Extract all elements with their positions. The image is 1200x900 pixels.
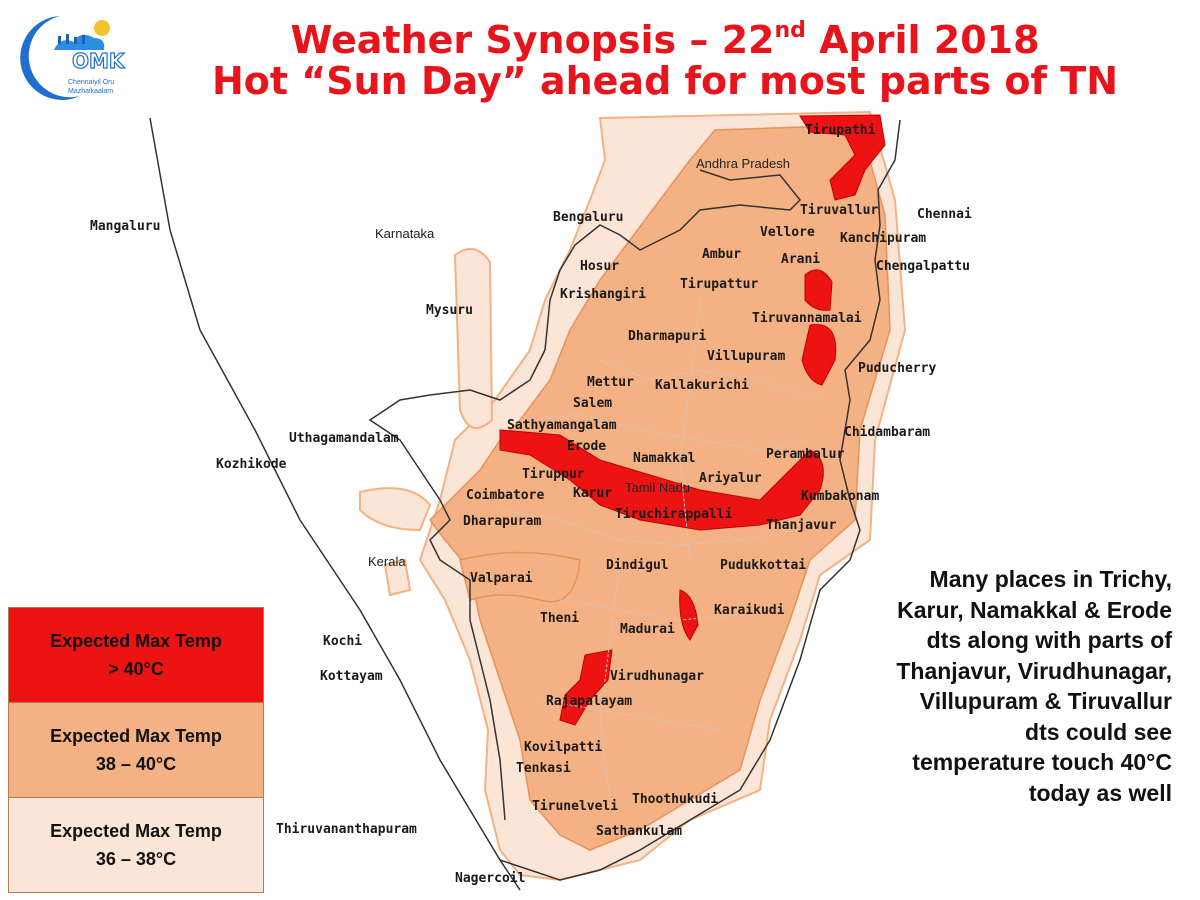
logo-text: OMK	[72, 49, 126, 73]
city-label-dharapuram: Dharapuram	[463, 514, 541, 529]
city-label-thiruvananthapuram: Thiruvananthapuram	[276, 822, 417, 837]
city-label-dindigul: Dindigul	[606, 558, 669, 573]
city-label-pudukkottai: Pudukkottai	[720, 558, 806, 573]
city-label-chidambaram: Chidambaram	[844, 425, 930, 440]
forecast-note: Many places in Trichy, Karur, Namakkal &…	[896, 566, 1172, 806]
city-label-hosur: Hosur	[580, 259, 619, 274]
city-label-rajapalayam: Rajapalayam	[546, 694, 632, 709]
city-label-puducherry: Puducherry	[858, 361, 936, 376]
city-label-sathyamangalam: Sathyamangalam	[507, 418, 617, 433]
city-label-kanchipuram: Kanchipuram	[840, 231, 926, 246]
city-label-vellore: Vellore	[760, 225, 815, 240]
city-label-perambalur: Perambalur	[766, 447, 844, 462]
city-label-coimbatore: Coimbatore	[466, 488, 544, 503]
city-label-tiruvannamalai: Tiruvannamalai	[752, 311, 862, 326]
svg-text:Mazhaikaalam: Mazhaikaalam	[68, 88, 113, 95]
region-label-andhra: Andhra Pradesh	[696, 156, 790, 171]
city-label-valparai: Valparai	[470, 571, 533, 586]
city-labels: Tirupathi Chennai Tiruvallur Kanchipuram…	[90, 123, 972, 886]
city-label-tiruppur: Tiruppur	[522, 467, 585, 482]
city-label-chengalpattu: Chengalpattu	[876, 259, 970, 274]
title-line-2: Hot “Sun Day” ahead for most parts of TN	[211, 59, 1119, 103]
city-label-tiruvallur: Tiruvallur	[800, 203, 878, 218]
city-label-chennai: Chennai	[917, 207, 972, 222]
city-label-nagercoil: Nagercoil	[455, 871, 525, 886]
omk-logo: OMK Chennaiyil Oru Mazhaikaalam	[20, 16, 126, 100]
city-label-kottayam: Kottayam	[320, 669, 383, 684]
title-line-1: Weather Synopsis – 22nd April 2018	[290, 18, 1040, 62]
city-label-tirunelveli: Tirunelveli	[532, 799, 618, 814]
city-label-salem: Salem	[573, 396, 612, 411]
city-label-kallakurichi: Kallakurichi	[655, 378, 749, 393]
city-label-dharmapuri: Dharmapuri	[628, 329, 706, 344]
city-label-tenkasi: Tenkasi	[516, 761, 571, 776]
city-label-kozhikode: Kozhikode	[216, 457, 287, 472]
region-label-kerala: Kerala	[368, 554, 406, 569]
state-boundaries	[149, 117, 901, 891]
svg-text:Chennaiyil Oru: Chennaiyil Oru	[68, 79, 114, 86]
city-label-erode: Erode	[567, 439, 606, 454]
city-label-villupuram: Villupuram	[707, 349, 785, 364]
city-label-mysuru: Mysuru	[426, 303, 473, 318]
city-label-krishangiri: Krishangiri	[560, 287, 646, 302]
sun-icon	[94, 20, 110, 36]
region-label-karnataka: Karnataka	[375, 226, 435, 241]
city-label-karur: Karur	[573, 486, 612, 501]
city-label-madurai: Madurai	[620, 622, 675, 637]
city-label-bengaluru: Bengaluru	[553, 210, 623, 225]
city-label-kochi: Kochi	[323, 634, 362, 649]
city-label-sathankulam: Sathankulam	[596, 824, 682, 839]
district-boundaries	[499, 299, 821, 801]
city-label-kumbakonam: Kumbakonam	[801, 489, 879, 504]
city-label-theni: Theni	[540, 611, 579, 626]
legend-item-38-40: Expected Max Temp 38 – 40°C	[9, 702, 263, 797]
legend-item-36-38: Expected Max Temp 36 – 38°C	[9, 797, 263, 892]
city-label-arani: Arani	[781, 252, 820, 267]
legend-item-above-40: Expected Max Temp > 40°C	[9, 608, 263, 702]
city-label-namakkal: Namakkal	[633, 451, 696, 466]
legend: Expected Max Temp > 40°C Expected Max Tem…	[8, 607, 264, 893]
city-label-tirupathi: Tirupathi	[805, 123, 876, 138]
city-label-tirupattur: Tirupattur	[680, 277, 758, 292]
city-label-ariyalur: Ariyalur	[699, 471, 762, 486]
city-label-tiruchirappalli: Tiruchirappalli	[615, 507, 733, 522]
city-label-karaikudi: Karaikudi	[714, 603, 785, 618]
city-label-kovilpatti: Kovilpatti	[524, 740, 602, 755]
city-label-mettur: Mettur	[587, 375, 634, 390]
city-label-virudhunagar: Virudhunagar	[610, 669, 704, 684]
zone-above-40	[499, 114, 886, 726]
city-label-thanjavur: Thanjavur	[766, 518, 837, 533]
city-label-mangaluru: Mangaluru	[90, 219, 160, 234]
region-label-tamilnadu: Tamil Nadu	[625, 480, 690, 495]
city-label-thoothukudi: Thoothukudi	[632, 792, 718, 807]
temperature-map: Andhra Pradesh Karnataka Kerala Tamil Na…	[90, 110, 972, 891]
city-label-ambur: Ambur	[702, 247, 741, 262]
city-label-ooty: Uthagamandalam	[289, 431, 399, 446]
